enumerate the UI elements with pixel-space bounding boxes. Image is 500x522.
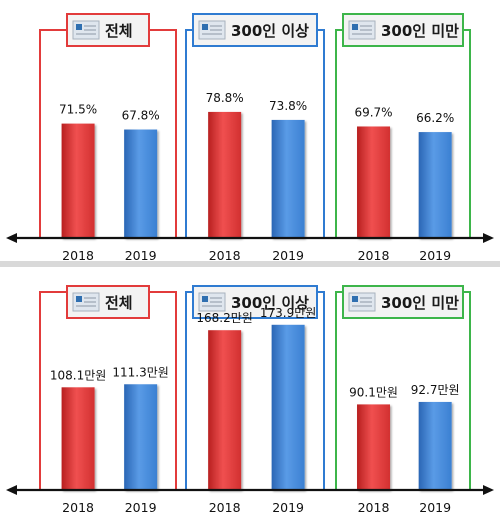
x-tick-label: 2018 bbox=[209, 248, 241, 263]
document-icon-mark bbox=[352, 24, 358, 30]
bar-2018 bbox=[61, 123, 95, 238]
data-label: 111.3만원 bbox=[112, 365, 168, 379]
document-icon-mark bbox=[202, 296, 208, 302]
bar-2018 bbox=[357, 126, 391, 238]
x-tick-label: 2019 bbox=[272, 500, 304, 515]
bar-2018 bbox=[357, 404, 391, 490]
group-header-label: 300인 미만 bbox=[381, 22, 459, 40]
axis-arrow-left bbox=[6, 485, 17, 495]
bar-2018 bbox=[61, 387, 95, 490]
bar-2018 bbox=[208, 330, 242, 490]
axis-arrow-right bbox=[483, 233, 494, 243]
x-tick-label: 2019 bbox=[125, 248, 157, 263]
group-header-label: 300인 이상 bbox=[231, 22, 309, 40]
bar-2019 bbox=[124, 129, 158, 238]
axis-arrow-right bbox=[483, 485, 494, 495]
bar-2018 bbox=[208, 111, 242, 238]
x-tick-label: 2019 bbox=[419, 248, 451, 263]
data-label: 92.7만원 bbox=[411, 383, 460, 397]
data-label: 108.1만원 bbox=[50, 368, 106, 382]
x-tick-label: 2018 bbox=[62, 500, 94, 515]
group-header-label: 300인 이상 bbox=[231, 294, 309, 312]
data-label: 168.2만원 bbox=[196, 311, 252, 325]
document-icon-mark bbox=[202, 24, 208, 30]
x-tick-label: 2019 bbox=[419, 500, 451, 515]
group-header-label: 전체 bbox=[105, 294, 133, 312]
data-label: 69.7% bbox=[354, 105, 392, 119]
panel-divider bbox=[0, 261, 500, 267]
bar-2019 bbox=[124, 384, 158, 490]
data-label: 71.5% bbox=[59, 103, 97, 117]
axis-arrow-left bbox=[6, 233, 17, 243]
x-tick-label: 2019 bbox=[272, 248, 304, 263]
x-tick-label: 2018 bbox=[209, 500, 241, 515]
group-header-label: 300인 미만 bbox=[381, 294, 459, 312]
document-icon-mark bbox=[352, 296, 358, 302]
data-label: 66.2% bbox=[416, 111, 454, 125]
bar-2019 bbox=[418, 132, 452, 238]
data-label: 67.8% bbox=[122, 109, 160, 123]
group-header-label: 전체 bbox=[105, 22, 133, 40]
data-label: 90.1만원 bbox=[349, 385, 398, 399]
data-label: 78.8% bbox=[206, 91, 244, 105]
bar-2019 bbox=[418, 401, 452, 490]
bar-2019 bbox=[271, 324, 305, 490]
x-tick-label: 2018 bbox=[358, 248, 390, 263]
data-label: 173.9만원 bbox=[260, 306, 316, 320]
x-tick-label: 2019 bbox=[125, 500, 157, 515]
document-icon-mark bbox=[76, 24, 82, 30]
document-icon-mark bbox=[76, 296, 82, 302]
bar-2019 bbox=[271, 119, 305, 238]
data-label: 73.8% bbox=[269, 99, 307, 113]
x-tick-label: 2018 bbox=[62, 248, 94, 263]
x-tick-label: 2018 bbox=[358, 500, 390, 515]
